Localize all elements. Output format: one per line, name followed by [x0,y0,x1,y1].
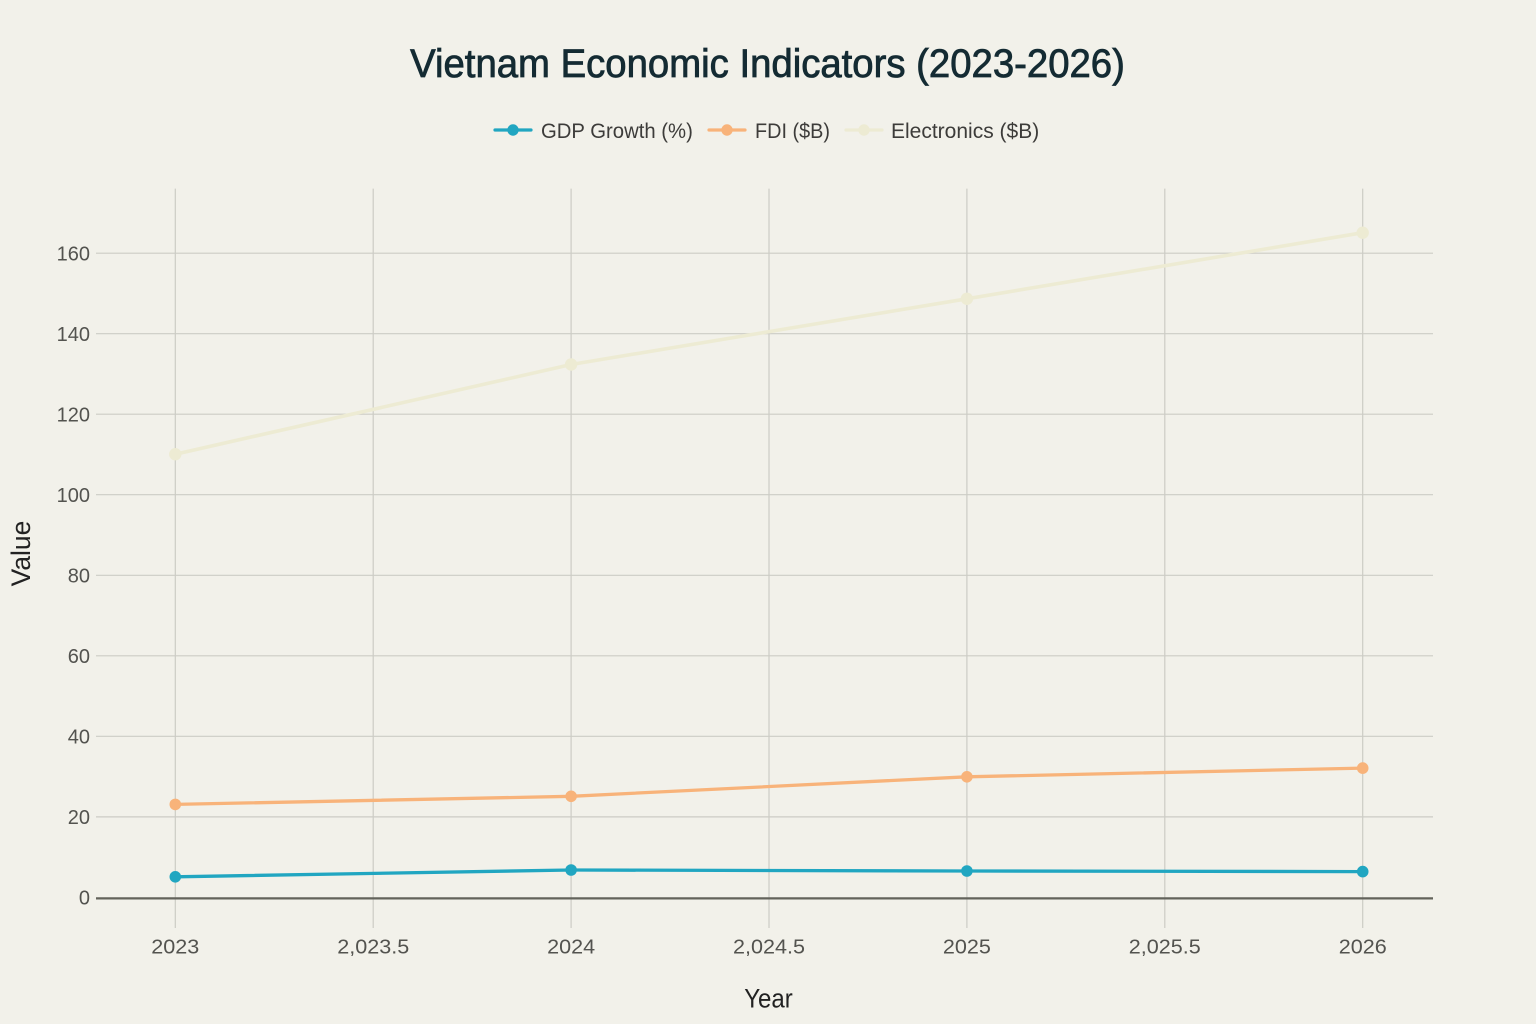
svg-text:Value: Value [6,521,36,587]
svg-text:Electronics ($B): Electronics ($B) [891,120,1039,143]
svg-text:FDI ($B): FDI ($B) [755,121,830,144]
svg-text:120: 120 [57,404,90,426]
svg-text:20: 20 [68,807,90,829]
svg-text:GDP Growth (%): GDP Growth (%) [541,120,693,143]
svg-text:40: 40 [68,727,90,749]
svg-text:Vietnam Economic Indicators (2: Vietnam Economic Indicators (2023-2026) [410,42,1125,86]
svg-text:2,023.5: 2,023.5 [337,936,409,958]
svg-text:80: 80 [68,566,90,588]
svg-text:2,025.5: 2,025.5 [1129,936,1201,958]
svg-text:160: 160 [57,243,90,265]
svg-text:2025: 2025 [943,936,991,958]
svg-text:2023: 2023 [151,936,199,958]
svg-text:60: 60 [68,646,90,668]
svg-text:2026: 2026 [1339,936,1387,958]
svg-text:2024: 2024 [547,936,595,958]
svg-text:Year: Year [744,984,793,1014]
svg-text:100: 100 [57,485,90,507]
svg-text:0: 0 [79,888,90,910]
svg-text:2,024.5: 2,024.5 [733,936,805,958]
svg-text:140: 140 [57,324,90,346]
